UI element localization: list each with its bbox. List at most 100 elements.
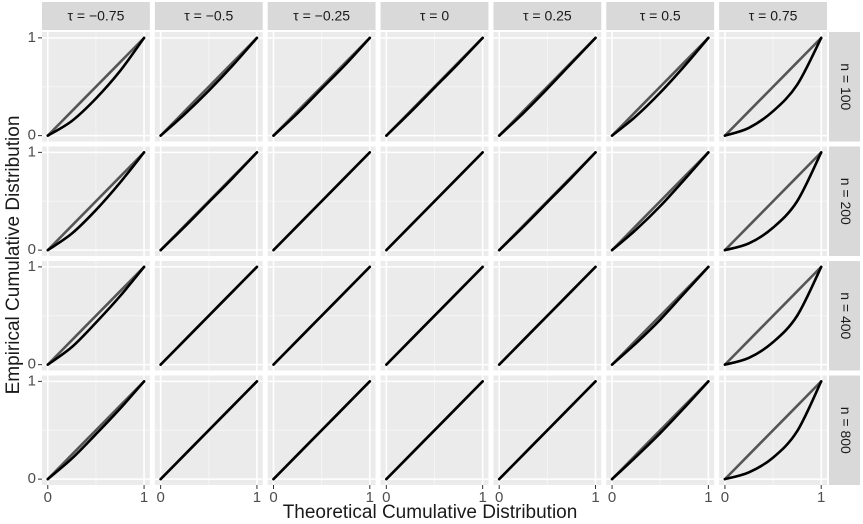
x-tick-label: 0 [44,489,52,506]
x-tick-label: 1 [366,489,374,506]
panel [493,261,602,371]
panel [380,32,489,142]
curve-line [46,151,146,252]
facet-label: n = 400 [838,292,854,339]
panel [154,261,263,371]
facet-label: n = 800 [838,407,854,454]
panel [606,375,715,485]
x-tick-label: 1 [704,489,712,506]
facet-strip [829,261,860,371]
panel [154,375,263,485]
reference-line [46,380,146,481]
reference-line [159,36,259,137]
facet-strip [380,2,489,30]
panel [380,261,489,371]
panel [719,375,827,485]
panel [42,261,150,371]
y-tick-label: 0 [28,241,36,258]
curve-line [723,265,823,366]
x-tick-label: 1 [817,489,825,506]
reference-line [46,265,146,366]
x-tick-label: 1 [140,489,148,506]
reference-line [723,151,823,252]
curve-line [723,36,823,137]
panel [154,146,263,256]
facet-label: τ = 0 [420,8,449,24]
x-tick-label: 1 [591,489,599,506]
x-tick-label: 0 [721,489,729,506]
facet-strip [42,2,150,30]
panel [606,32,715,142]
curve-line [385,36,484,137]
curve-line [159,380,259,481]
reference-line [610,36,710,137]
panel [493,32,602,142]
curve-line [497,151,597,252]
curve-line [272,36,372,137]
curve-line [159,265,259,366]
panel [493,375,602,485]
panel [42,32,150,142]
panel [42,146,150,256]
x-tick-label: 1 [478,489,486,506]
curve-line [497,36,597,137]
curve-line [385,151,484,252]
facet-label: τ = 0.75 [749,8,798,24]
y-tick-label: 1 [28,29,36,46]
panel [606,261,715,371]
curve-line [610,36,710,137]
reference-line [610,151,710,252]
x-tick-label: 0 [269,489,277,506]
curve-line [723,380,823,481]
x-tick-label: 0 [495,489,503,506]
facet-strip [829,32,860,142]
curve-line [46,265,146,366]
panel [267,32,376,142]
curve-line [46,380,146,481]
curve-line [159,36,259,137]
reference-line [723,380,823,481]
panel [719,32,827,142]
curve-line [272,380,372,481]
facet-strip [829,375,860,485]
panel [380,146,489,256]
y-tick-label: 1 [28,143,36,160]
y-tick-label: 0 [28,470,36,487]
reference-line [46,36,146,137]
curve-line [497,265,597,366]
panel [42,375,150,485]
panel [380,375,489,485]
facet-label: τ = 0.25 [523,8,572,24]
curve-line [272,265,372,366]
panel [267,261,376,371]
facet-strip [719,2,827,30]
facet-strip [829,146,860,256]
curve-line [159,151,259,252]
y-tick-label: 1 [28,258,36,275]
x-tick-label: 0 [608,489,616,506]
panel [267,146,376,256]
curve-line [610,265,710,366]
facet-label: τ = −0.5 [184,8,233,24]
curve-line [610,380,710,481]
y-tick-label: 0 [28,356,36,373]
panel [719,146,827,256]
y-axis-title: Empirical Cumulative Distribution [3,116,24,395]
facet-strip [267,2,376,30]
facet-strip [493,2,602,30]
facet-label: τ = −0.25 [293,8,350,24]
y-tick-label: 0 [28,127,36,144]
curve-line [497,380,597,481]
facet-strip [606,2,715,30]
facet-label: τ = −0.75 [67,8,124,24]
curve-line [610,151,710,252]
facet-label: n = 200 [838,178,854,225]
curve-line [46,36,146,137]
x-tick-label: 0 [382,489,390,506]
facet-label: n = 100 [838,63,854,110]
facet-label: τ = 0.5 [640,8,681,24]
panel [606,146,715,256]
reference-line [723,265,823,366]
panel [719,261,827,371]
